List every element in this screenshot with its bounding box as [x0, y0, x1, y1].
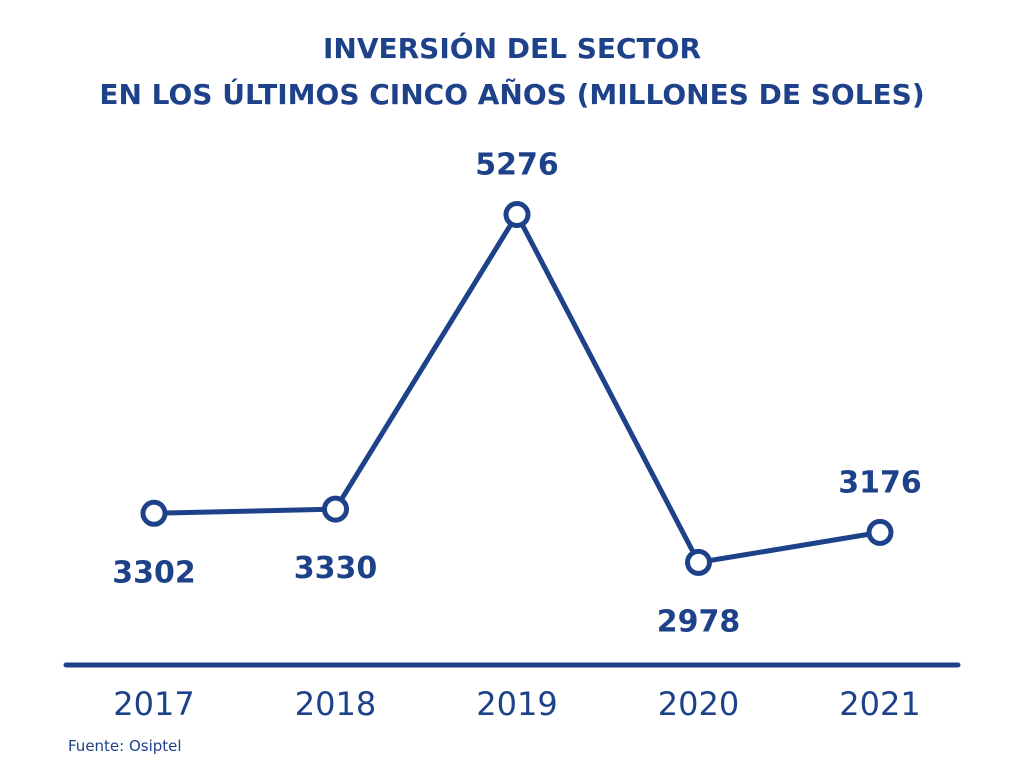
data-label-2018: 3330 — [294, 551, 378, 586]
data-label-2020: 2978 — [657, 604, 741, 639]
data-point-2021 — [866, 518, 894, 546]
data-point-2019 — [503, 201, 531, 228]
data-point-2020 — [685, 548, 712, 576]
data-point-2018 — [322, 495, 349, 523]
data-label-2019: 5276 — [475, 148, 559, 183]
source-note: Fuente: Osiptel — [68, 737, 182, 755]
data-label-2017: 3302 — [112, 555, 196, 590]
plot-area: 3302 3330 5276 2978 3176 — [112, 148, 922, 640]
x-tick-label-2019: 2019 — [476, 685, 557, 723]
chart-title-line-1: INVERSIÓN DEL SECTOR — [323, 31, 701, 65]
series-line — [153, 212, 881, 565]
x-axis-ticks: 2017 2018 2019 2020 2021 — [113, 685, 920, 723]
x-tick-label-2018: 2018 — [295, 685, 376, 723]
data-point-2017 — [140, 499, 168, 527]
chart-title-line-2: EN LOS ÚLTIMOS CINCO AÑOS (MILLONES DE S… — [99, 77, 924, 111]
data-label-2021: 3176 — [838, 465, 922, 500]
x-tick-label-2021: 2021 — [839, 685, 920, 723]
x-tick-label-2017: 2017 — [113, 685, 194, 723]
x-tick-label-2020: 2020 — [658, 685, 739, 723]
chart-title: INVERSIÓN DEL SECTOR EN LOS ÚLTIMOS CINC… — [99, 31, 924, 111]
